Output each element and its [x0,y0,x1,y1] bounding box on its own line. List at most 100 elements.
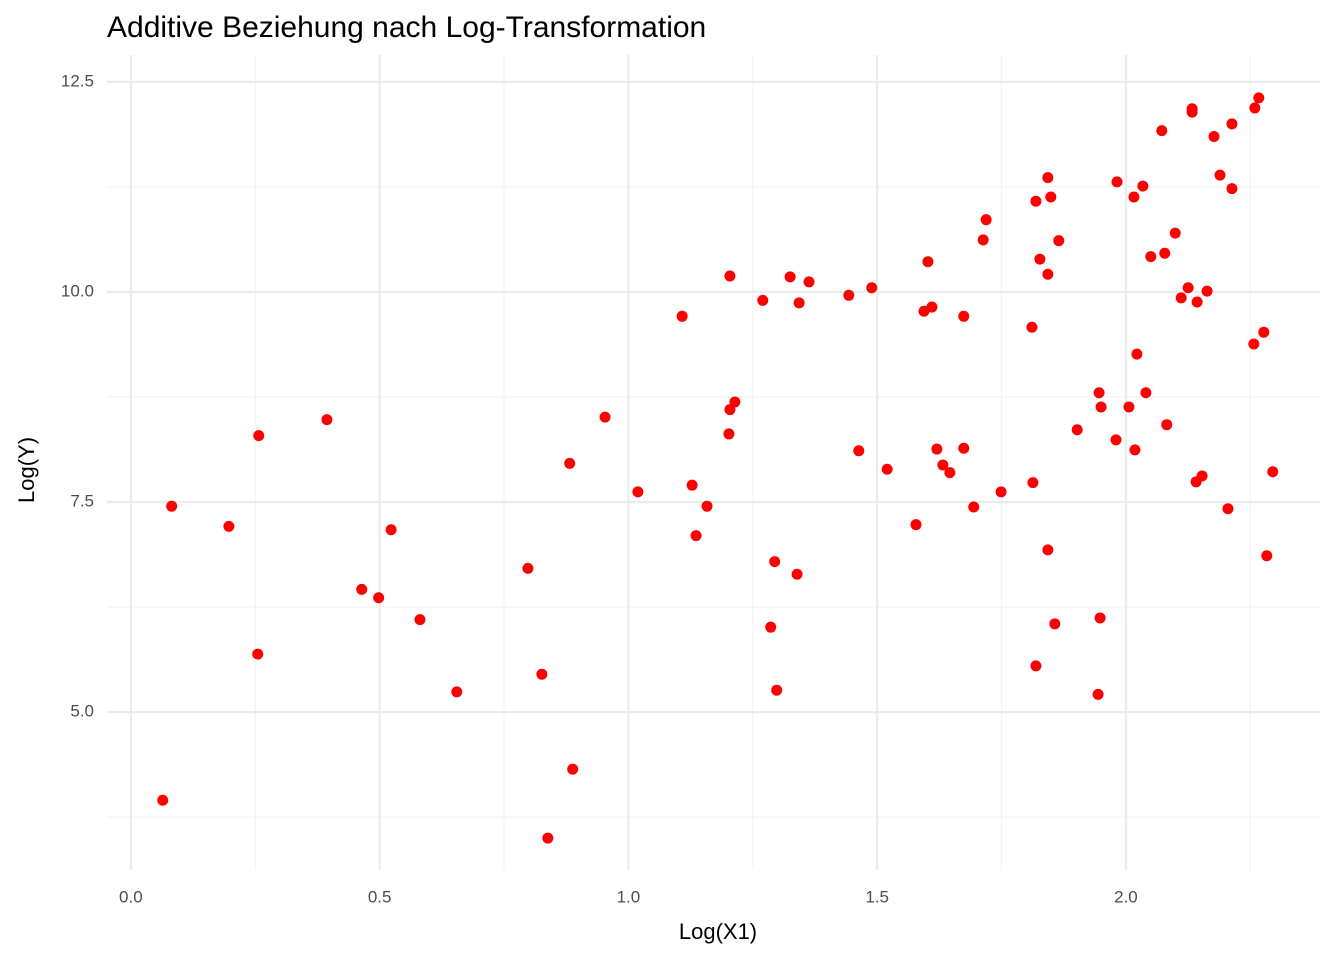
x-axis-label: Log(X1) [679,919,757,944]
point [723,428,735,440]
point [1226,183,1238,195]
point [1042,268,1054,280]
point [564,457,576,469]
x-tick-label: 2.0 [1114,887,1138,906]
point [1145,251,1157,263]
point [1026,321,1038,333]
point [567,763,579,775]
point [1159,247,1171,259]
point [1191,296,1203,308]
y-tick-label: 5.0 [70,702,94,721]
point [1042,544,1054,556]
point [958,310,970,322]
x-tick-label: 1.0 [617,887,641,906]
point [1049,618,1061,630]
y-tick-label: 10.0 [61,281,94,300]
point [866,282,878,294]
point [1261,550,1273,562]
point [1030,195,1042,207]
point [1030,660,1042,672]
point [724,270,736,282]
point [676,310,688,322]
point [1137,180,1149,192]
point [1053,235,1065,247]
point [1161,419,1173,431]
point [1182,282,1194,294]
point [1094,612,1106,624]
point [1129,444,1141,456]
point [793,297,805,309]
point [522,562,534,574]
point [599,411,611,423]
point [321,414,333,426]
point [1131,348,1143,360]
point [1110,434,1122,446]
y-tick-label: 7.5 [70,491,94,510]
point [1092,688,1104,700]
point [1196,470,1208,482]
point [1027,477,1039,489]
point [771,684,783,696]
point [690,530,702,542]
point [853,445,865,457]
point [1045,191,1057,203]
point [701,500,713,512]
point [1267,466,1279,478]
point [931,443,943,455]
point [803,276,815,288]
point [166,500,178,512]
point [223,520,235,532]
point [1169,227,1181,239]
point [1222,503,1234,515]
point [977,234,989,246]
point [881,463,893,475]
point [632,486,644,498]
point [1140,387,1152,399]
point [769,556,781,568]
point [765,621,777,633]
point [757,294,769,306]
point [1186,103,1198,115]
point [1258,326,1270,338]
point [536,668,548,680]
point [1208,131,1220,142]
point [1249,102,1261,114]
point [1111,176,1123,188]
point [1175,292,1187,304]
point [1034,253,1046,265]
x-tick-label: 0.5 [368,887,392,906]
point [729,396,741,408]
point [451,686,463,698]
y-axis-label: Log(Y) [14,437,39,503]
chart-title: Additive Beziehung nach Log-Transformati… [107,11,706,44]
point [1128,191,1140,203]
point [1095,401,1107,413]
point [1093,387,1105,399]
point [937,459,949,471]
point [791,568,803,580]
point [1071,424,1083,436]
point [414,614,426,626]
point [686,479,698,491]
point [910,519,922,531]
point [958,442,970,454]
point [995,486,1007,498]
point [1156,125,1168,137]
x-tick-label: 0.0 [119,887,143,906]
point [968,501,980,513]
point [385,524,397,536]
point [1248,338,1260,350]
point [1226,118,1238,130]
y-tick-label: 12.5 [61,71,94,90]
grid [107,55,1320,870]
point [542,832,554,844]
point [1042,172,1054,184]
point [1201,285,1213,297]
point [252,648,264,660]
point [843,289,855,301]
x-tick-label: 1.5 [865,887,889,906]
point [784,271,796,283]
point [1123,401,1135,413]
